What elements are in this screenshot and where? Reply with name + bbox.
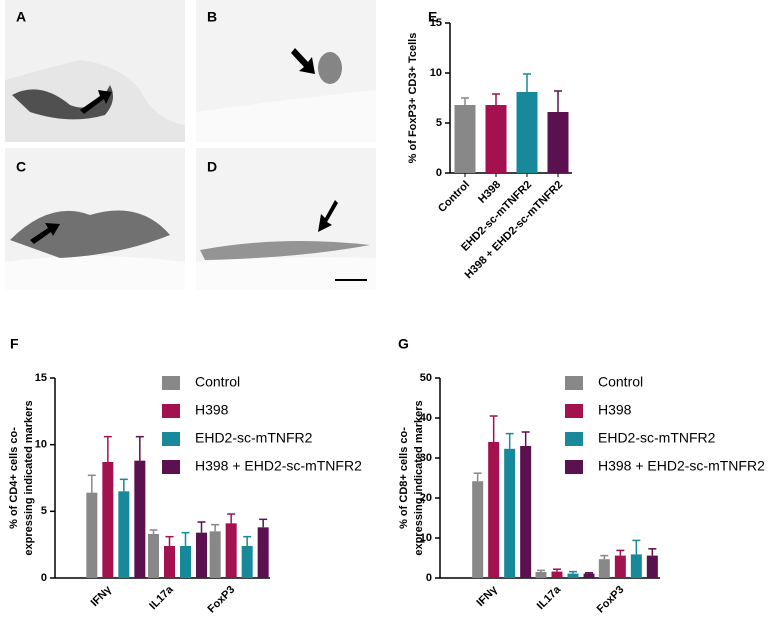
bar [454,105,476,173]
y-tick-label: 15 [430,17,442,29]
tissue [196,257,376,290]
panel-label: F [10,336,19,352]
legend-label: H398 [598,402,632,418]
bar [520,446,532,578]
arrow [80,90,112,114]
y-tick-label: 0 [436,167,442,179]
bar [504,448,516,578]
bar [583,573,595,578]
y-axis-label: % of CD8+ cells co- [398,427,410,529]
x-tick-label: FoxP3 [595,584,627,616]
panel-label: E [428,9,437,25]
bar [134,460,146,578]
y-axis-label: expressing indicated markers [23,400,35,555]
bar [547,112,569,173]
y-tick-label: 10 [430,67,442,79]
stain [200,241,370,260]
panel-label: C [16,159,26,175]
bar [646,555,658,578]
bar [472,481,484,578]
bar [102,462,114,578]
legend-swatch [565,460,583,474]
y-tick-label: 50 [420,372,432,384]
bar [164,546,175,578]
x-tick-label: IL17a [535,583,564,612]
x-tick-label: Control [436,179,472,215]
scale-bar [335,279,367,281]
legend-label: H398 + EHD2-sc-mTNFR2 [598,458,765,474]
bar [567,573,579,578]
legend-swatch [565,432,583,446]
x-tick-label: FoxP3 [206,584,238,616]
bar [598,559,610,578]
y-axis-label: % of FoxP3+ CD3+ Tcells [407,33,419,164]
tissue [196,90,376,142]
bar [516,92,538,173]
panel-label: B [207,9,217,25]
bar [630,554,642,578]
bar [148,534,159,578]
panel-label: G [398,336,409,352]
bar [86,492,98,578]
arrow [30,223,60,244]
bar [551,571,563,578]
bar [241,546,253,578]
y-axis-label: % of CD4+ cells co- [8,427,20,529]
legend-label: EHD2-sc-mTNFR2 [598,430,716,446]
micrographs [5,0,376,290]
x-tick-label: IFNγ [89,583,115,609]
y-tick-label: 0 [41,572,47,584]
bar [118,491,130,578]
legend-swatch [162,376,180,390]
bar [180,546,191,578]
legend-swatch [162,432,180,446]
legend-swatch [162,404,180,418]
legend-swatch [565,404,583,418]
bar [614,555,626,578]
panel-label: D [207,159,217,175]
legend-label: EHD2-sc-mTNFR2 [195,430,313,446]
legend-label: Control [598,374,643,390]
legend-label: H398 [195,402,229,418]
legend-swatch [565,376,583,390]
legend-label: H398 + EHD2-sc-mTNFR2 [195,458,362,474]
y-tick-label: 40 [420,412,432,424]
y-tick-label: 5 [41,505,47,517]
bar [535,572,547,578]
x-tick-label: IFNγ [474,583,500,609]
y-tick-label: 0 [426,572,432,584]
y-tick-label: 5 [436,117,442,129]
bar [225,523,237,578]
y-tick-label: 20 [420,492,432,504]
y-tick-label: 15 [35,372,47,384]
panel-label: A [16,9,26,25]
bar [196,532,207,578]
bar [209,531,221,578]
y-tick-label: 30 [420,452,432,464]
x-tick-label: H398 [476,179,503,206]
bar [488,442,500,578]
x-tick-label: IL17a [147,583,176,612]
bar [257,527,269,578]
tissue [5,256,185,290]
y-axis-label: expressing indicated markers [413,400,425,555]
arrow [291,48,315,74]
bar [485,105,507,173]
y-tick-label: 10 [35,439,47,451]
legend-label: Control [195,374,240,390]
stain [10,210,170,258]
y-tick-label: 10 [420,532,432,544]
legend-swatch [162,460,180,474]
stain [318,52,342,84]
arrow [318,200,338,232]
